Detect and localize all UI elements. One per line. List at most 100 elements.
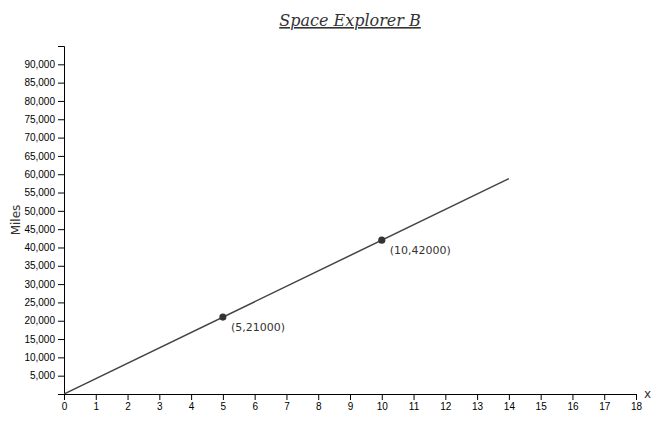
y-tick-label: 85,000 bbox=[24, 77, 55, 88]
y-tick-label: 5,000 bbox=[30, 370, 55, 381]
y-tick-label: 65,000 bbox=[24, 151, 55, 162]
x-tick: 5 bbox=[221, 394, 227, 412]
y-tick: 35,000 bbox=[24, 260, 64, 271]
y-tick-label: 20,000 bbox=[24, 315, 55, 326]
x-tick-mark bbox=[128, 394, 129, 400]
annotation: (10,42000) bbox=[390, 244, 451, 257]
annotations: (5,21000) (10,42000) bbox=[231, 244, 451, 334]
y-axis-line bbox=[58, 47, 65, 395]
x-tick: 15 bbox=[536, 394, 548, 412]
x-tick-label: 10 bbox=[377, 401, 389, 412]
y-tick: 45,000 bbox=[24, 224, 64, 235]
x-tick-label: 17 bbox=[599, 401, 611, 412]
y-tick-label: 60,000 bbox=[24, 169, 55, 180]
y-tick: 5,000 bbox=[30, 370, 64, 381]
y-axis: 5,000 10,000 15,000 20,000 25,000 30,000 35,00… bbox=[24, 47, 64, 395]
x-tick: 1 bbox=[93, 394, 99, 412]
y-tick-mark bbox=[58, 284, 64, 285]
x-tick-label: 1 bbox=[93, 401, 99, 412]
x-tick: 3 bbox=[157, 394, 163, 412]
y-tick: 25,000 bbox=[24, 297, 64, 308]
y-tick-mark bbox=[58, 357, 64, 358]
x-tick: 0 bbox=[62, 394, 68, 412]
y-tick: 40,000 bbox=[24, 242, 64, 253]
x-tick-label: 11 bbox=[409, 401, 420, 412]
x-tick-mark bbox=[159, 394, 160, 400]
y-tick-mark bbox=[58, 376, 64, 377]
x-tick-label: 16 bbox=[567, 401, 579, 412]
y-tick-label: 70,000 bbox=[24, 132, 55, 143]
y-tick-label: 90,000 bbox=[24, 59, 55, 70]
y-tick-label: 10,000 bbox=[24, 352, 55, 363]
x-axis-line bbox=[65, 395, 637, 401]
y-tick-mark bbox=[58, 174, 64, 175]
y-tick: 70,000 bbox=[24, 132, 64, 143]
point bbox=[219, 314, 226, 321]
x-tick-mark bbox=[445, 394, 446, 400]
y-axis-label: Miles bbox=[9, 205, 23, 236]
y-tick-mark bbox=[58, 64, 64, 65]
y-tick-label: 45,000 bbox=[24, 224, 55, 235]
x-tick-mark bbox=[96, 394, 97, 400]
y-tick-label: 35,000 bbox=[24, 260, 55, 271]
x-tick: 8 bbox=[316, 394, 322, 412]
chart: 01234567891011121314151617185,00010,0001… bbox=[0, 0, 664, 424]
x-tick-label: 14 bbox=[504, 401, 516, 412]
y-tick-label: 55,000 bbox=[24, 187, 55, 198]
x-tick-mark bbox=[382, 394, 383, 400]
x-tick-mark bbox=[477, 394, 478, 400]
x-tick-mark bbox=[255, 394, 256, 400]
plot: 01234567891011121314151617185,00010,0001… bbox=[24, 47, 642, 413]
y-tick-label: 40,000 bbox=[24, 242, 55, 253]
x-tick-mark bbox=[509, 394, 510, 400]
x-tick-label: 7 bbox=[284, 401, 290, 412]
x-tick-label: 3 bbox=[157, 401, 163, 412]
x-tick-mark bbox=[572, 394, 573, 400]
y-tick: 55,000 bbox=[24, 187, 64, 198]
x-tick-label: 12 bbox=[440, 401, 452, 412]
y-tick: 65,000 bbox=[24, 151, 64, 162]
y-tick-mark bbox=[58, 156, 64, 157]
marks bbox=[64, 179, 509, 394]
point bbox=[378, 237, 385, 244]
y-tick: 50,000 bbox=[24, 206, 64, 217]
y-tick-mark bbox=[58, 266, 64, 267]
x-tick: 16 bbox=[567, 394, 579, 412]
y-tick-label: 15,000 bbox=[24, 334, 55, 345]
y-tick-mark bbox=[58, 247, 64, 248]
y-tick-mark bbox=[58, 83, 64, 84]
x-tick: 2 bbox=[125, 394, 131, 412]
x-tick: 11 bbox=[409, 394, 420, 412]
y-tick-label: 50,000 bbox=[24, 206, 55, 217]
y-tick-label: 80,000 bbox=[24, 96, 55, 107]
x-tick-mark bbox=[350, 394, 351, 400]
y-tick-mark bbox=[58, 302, 64, 303]
x-tick-label: 0 bbox=[62, 401, 68, 412]
y-tick-label: 30,000 bbox=[24, 279, 55, 290]
y-tick-label: 75,000 bbox=[24, 114, 55, 125]
x-tick-label: 4 bbox=[189, 401, 195, 412]
x-tick: 17 bbox=[599, 394, 611, 412]
x-tick: 9 bbox=[348, 394, 354, 412]
x-tick: 6 bbox=[252, 394, 258, 412]
y-tick-mark bbox=[58, 193, 64, 194]
x-tick-mark bbox=[541, 394, 542, 400]
annotation: (5,21000) bbox=[231, 321, 285, 334]
y-tick: 85,000 bbox=[24, 77, 64, 88]
line bbox=[64, 179, 509, 394]
x-tick-label: 5 bbox=[221, 401, 227, 412]
x-tick-label: 8 bbox=[316, 401, 322, 412]
y-tick-label: 25,000 bbox=[24, 297, 55, 308]
x-tick: 18 bbox=[631, 394, 643, 412]
x-tick: 4 bbox=[189, 394, 195, 412]
y-tick: 15,000 bbox=[24, 334, 64, 345]
x-tick: 10 bbox=[377, 394, 389, 412]
x-tick-mark bbox=[223, 394, 224, 400]
x-tick-mark bbox=[636, 394, 637, 400]
y-tick: 30,000 bbox=[24, 279, 64, 290]
y-tick-mark bbox=[58, 229, 64, 230]
y-tick: 80,000 bbox=[24, 96, 64, 107]
x-tick-mark bbox=[191, 394, 192, 400]
y-tick: 75,000 bbox=[24, 114, 64, 125]
x-tick: 14 bbox=[504, 394, 516, 412]
